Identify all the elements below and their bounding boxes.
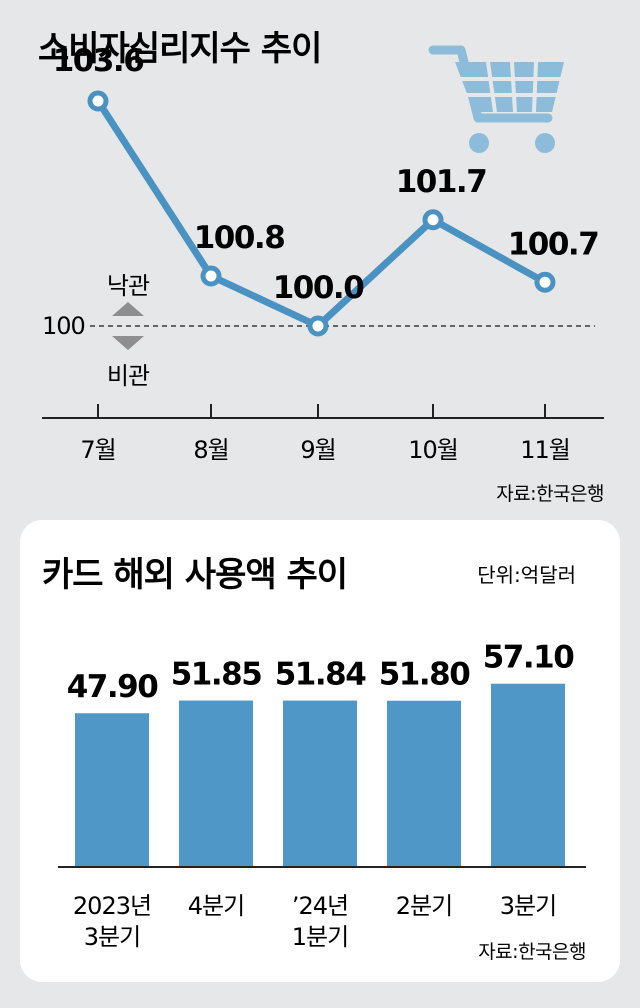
line-value-label: 100.8 (194, 220, 285, 256)
line-point (534, 271, 556, 293)
optimism-label: 낙관 (107, 272, 150, 300)
x-tick-label: 9월 (300, 436, 335, 464)
bar-category-label: ’24년 (292, 892, 348, 920)
bar (283, 700, 357, 867)
line-chart: 100 낙관 비관 103.6 100.8 100.0 101.7 100.7 7월 8월… (42, 43, 604, 464)
x-tick-label: 8월 (193, 436, 228, 464)
line-point (87, 90, 109, 112)
down-arrow-icon (112, 336, 144, 350)
bar-category-label: 1분기 (292, 923, 348, 951)
line-point (200, 265, 222, 287)
line-value-label: 100.0 (273, 270, 364, 306)
bar-category-label: 3분기 (500, 892, 556, 920)
x-tick-label: 11월 (520, 436, 570, 464)
bar-value-label: 51.85 (171, 657, 262, 693)
line-value-label: 103.6 (53, 43, 144, 79)
line-point (307, 315, 329, 337)
line-value-label: 100.7 (508, 226, 599, 262)
bar-category-label: 2분기 (396, 892, 452, 920)
bar (75, 713, 149, 867)
bar (491, 683, 565, 867)
line-chart-title: 소비자심리지수 추이 (38, 29, 321, 69)
shopping-cart-icon (428, 45, 564, 153)
up-arrow-icon (112, 302, 144, 316)
line-chart-source: 자료:한국은행 (496, 483, 604, 505)
bar (179, 700, 253, 867)
bar-value-label: 51.80 (379, 657, 470, 693)
bar-category-label: 4분기 (188, 892, 244, 920)
bar (387, 700, 461, 867)
line-value-label: 101.7 (396, 164, 487, 200)
bar-category-label: 2023년 (73, 892, 151, 920)
x-tick-label: 7월 (80, 436, 115, 464)
bar-chart-title: 카드 해외 사용액 추이 (42, 555, 347, 595)
bar-value-label: 47.90 (67, 669, 158, 705)
bar-chart-source: 자료:한국은행 (478, 941, 586, 963)
bar-value-label: 51.84 (275, 657, 366, 693)
bar-chart-unit: 단위:억달러 (477, 563, 576, 587)
pessimism-label: 비관 (107, 362, 150, 390)
x-tick-label: 10월 (408, 436, 458, 464)
bar-value-label: 57.10 (483, 640, 574, 676)
line-point (422, 209, 444, 231)
bar-chart: 47.90 51.85 51.84 51.80 57.10 2023년 3분기 4분기 ’24… (58, 640, 586, 951)
bar-category-label: 3분기 (84, 923, 140, 951)
baseline-label: 100 (42, 312, 85, 340)
